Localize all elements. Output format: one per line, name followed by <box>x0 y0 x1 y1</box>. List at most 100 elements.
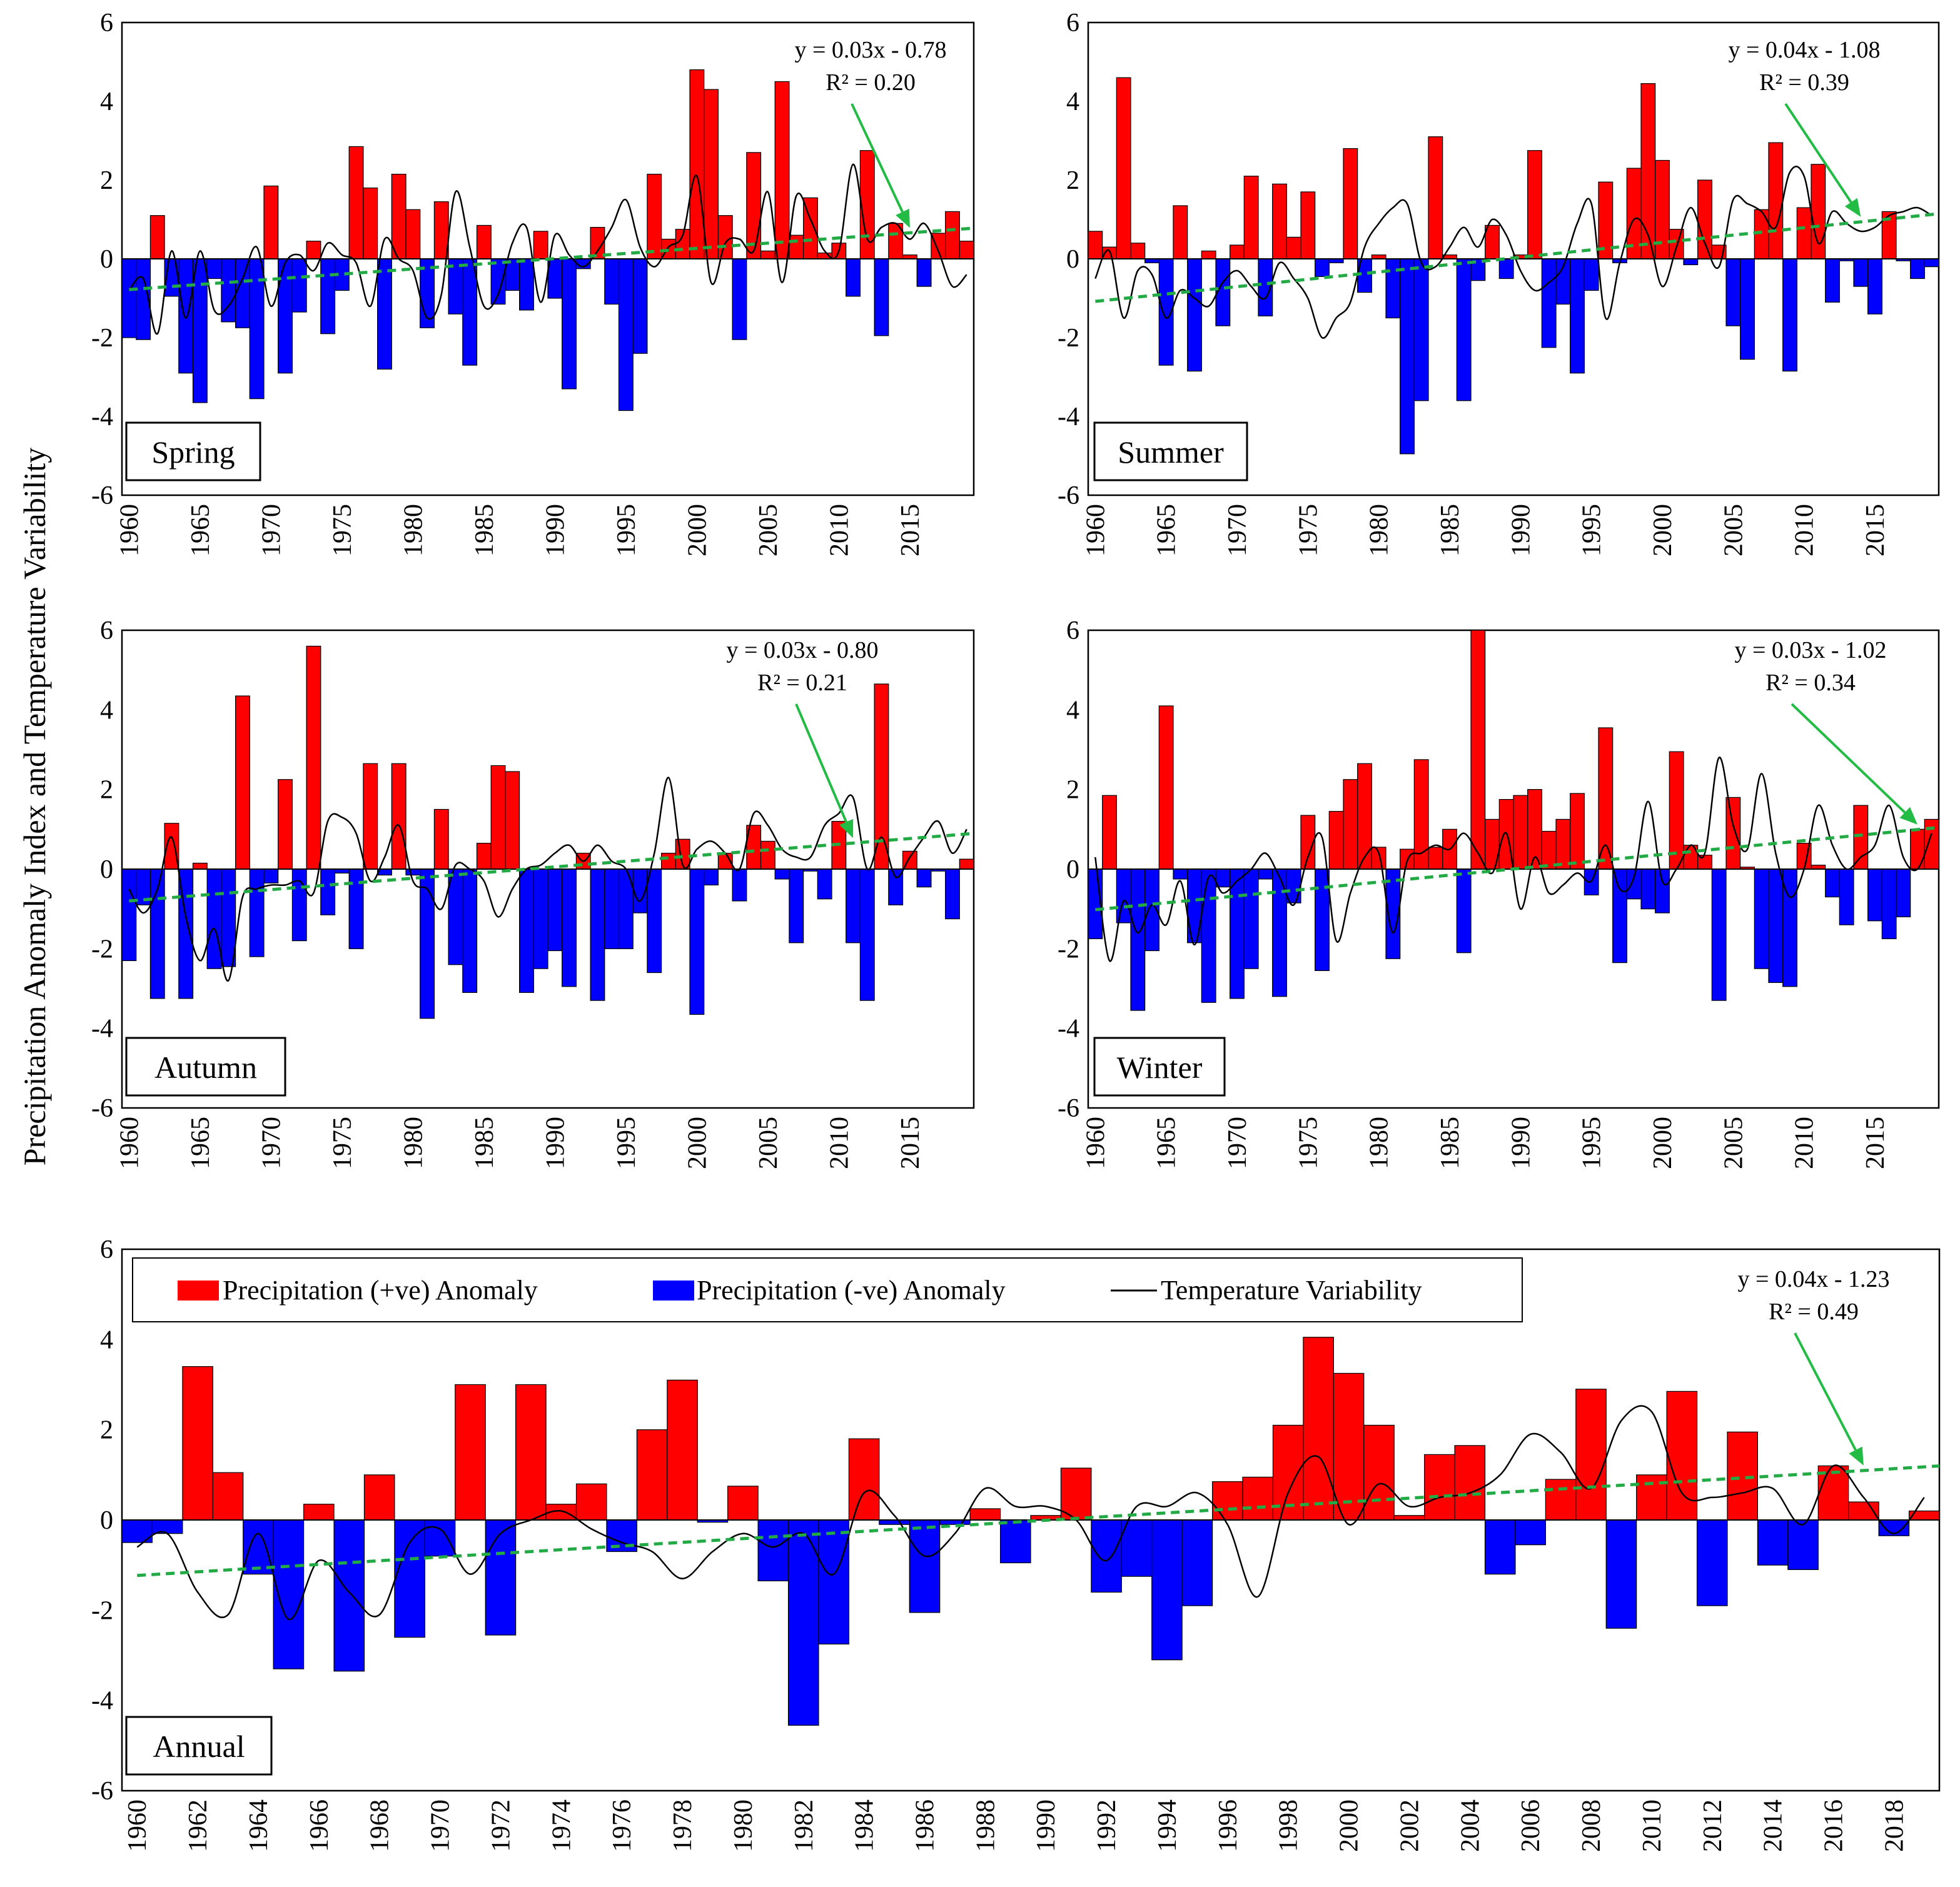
ytick-label: 2 <box>1066 166 1079 195</box>
bar-1969 <box>394 1519 425 1638</box>
bar-1980 <box>405 868 421 876</box>
bar-1971 <box>1243 176 1259 259</box>
bar-2003 <box>1424 1454 1455 1521</box>
trend-arrow-head <box>1849 1446 1864 1466</box>
xtick-label: 1992 <box>1093 1799 1121 1852</box>
bar-1975 <box>575 1483 607 1521</box>
xtick-label: 2015 <box>1861 504 1890 556</box>
bar-2011 <box>846 258 861 297</box>
bar-1997 <box>647 173 662 259</box>
ytick-labels: -6 -4 -2 0 2 4 6 <box>91 9 113 510</box>
trend-arrow-shaft <box>795 703 847 823</box>
season-label-box <box>125 421 261 481</box>
bar-2003 <box>1697 179 1712 259</box>
xtick-label: 1970 <box>1223 1117 1252 1169</box>
xtick-label: 1970 <box>257 1117 286 1169</box>
xtick-label: 2014 <box>1759 1799 1788 1852</box>
xtick-label: 1980 <box>399 1117 428 1169</box>
ytick-label: 2 <box>100 1416 113 1445</box>
ytick-labels: -6 -4 -2 0 2 4 6 <box>1058 616 1079 1123</box>
xtick-label: 1984 <box>851 1799 879 1852</box>
bar-1977 <box>363 763 378 870</box>
bar-2017 <box>1896 868 1911 918</box>
xtick-label: 2005 <box>1719 504 1748 556</box>
bar-1992 <box>1541 258 1557 348</box>
bar-1991 <box>562 868 577 987</box>
bar-1994 <box>1570 793 1585 870</box>
trend-equation: y = 0.03x - 0.78 <box>794 37 946 63</box>
bar-2011 <box>846 868 861 944</box>
bar-1994 <box>1151 1519 1183 1661</box>
bar-1978 <box>1343 148 1358 259</box>
bar-1964 <box>178 258 194 374</box>
bar-1973 <box>306 645 321 870</box>
bar-1966 <box>206 258 222 279</box>
bar-2003 <box>732 258 747 340</box>
xtick-label: 1960 <box>123 1799 152 1852</box>
xtick-label: 2010 <box>825 1117 854 1169</box>
bar-2007 <box>1545 1479 1577 1521</box>
bar-2007 <box>789 234 804 259</box>
bar-1982 <box>1400 258 1415 455</box>
bar-1996 <box>632 258 648 354</box>
bar-2019 <box>959 858 974 870</box>
trend-arrow-head <box>839 818 854 838</box>
bar-1970 <box>1230 244 1245 259</box>
xtick-label: 2002 <box>1395 1799 1424 1852</box>
bar-2015 <box>1867 258 1882 314</box>
bar-1983 <box>448 868 463 965</box>
bar-1968 <box>1201 250 1216 259</box>
bar-1972 <box>291 258 307 313</box>
xtick-label: 1970 <box>427 1799 455 1852</box>
ytick-labels: -6 -4 -2 0 2 4 6 <box>91 1235 113 1806</box>
bar-1999 <box>1303 1337 1334 1521</box>
ytick-label: 0 <box>100 245 113 274</box>
bar-1965 <box>192 258 208 403</box>
xtick-label: 1996 <box>1214 1799 1243 1852</box>
xtick-label: 1976 <box>608 1799 637 1852</box>
xtick-label: 1980 <box>729 1799 758 1852</box>
bar-2018 <box>1910 258 1925 279</box>
bar-2015 <box>1787 1519 1819 1570</box>
bar-2017 <box>1848 1501 1879 1521</box>
bar-1968 <box>235 695 250 870</box>
bar-2015 <box>1867 868 1882 922</box>
bar-1976 <box>348 146 364 259</box>
bar-1968 <box>1201 868 1216 1003</box>
bar-2012 <box>1696 1519 1728 1606</box>
bar-1997 <box>1242 1476 1274 1521</box>
bar-1974 <box>320 258 336 335</box>
xtick-label: 2016 <box>1819 1799 1848 1852</box>
xtick-label: 2015 <box>896 504 925 556</box>
bar-2012 <box>1825 868 1840 898</box>
bar-1962 <box>1116 77 1131 259</box>
bar-2007 <box>789 868 804 944</box>
bar-1985 <box>476 224 492 259</box>
season-label: Winter <box>1117 1050 1203 1085</box>
xtick-label: 1975 <box>1294 504 1323 556</box>
ytick-label: 6 <box>1066 616 1079 645</box>
bar-1966 <box>206 868 222 969</box>
bar-1986 <box>909 1519 941 1613</box>
xtick-label: 1990 <box>541 1117 570 1169</box>
bar-2001 <box>1669 751 1684 870</box>
ytick-label: -6 <box>91 1777 113 1806</box>
xtick-label: 1975 <box>1294 1117 1323 1169</box>
bar-1987 <box>1470 630 1486 870</box>
bar-2018 <box>944 211 960 259</box>
y-axis-label: Precipitation Anomaly Index and Temperat… <box>17 448 52 1166</box>
xtick-label: 1990 <box>541 504 570 556</box>
temperature-line <box>1094 757 1932 962</box>
bars <box>121 645 974 1019</box>
ytick-label: -2 <box>91 324 113 353</box>
bar-1990 <box>1513 795 1528 870</box>
bar-2005 <box>760 840 775 870</box>
bar-1988 <box>969 1508 1001 1521</box>
trend-line <box>129 226 974 291</box>
bar-2014 <box>1853 805 1869 870</box>
xtick-label: 1995 <box>612 1117 641 1169</box>
xtick-label: 1975 <box>328 504 357 556</box>
bar-2011 <box>1811 164 1826 259</box>
bar-1970 <box>263 185 279 259</box>
ytick-label: 0 <box>1066 855 1079 884</box>
